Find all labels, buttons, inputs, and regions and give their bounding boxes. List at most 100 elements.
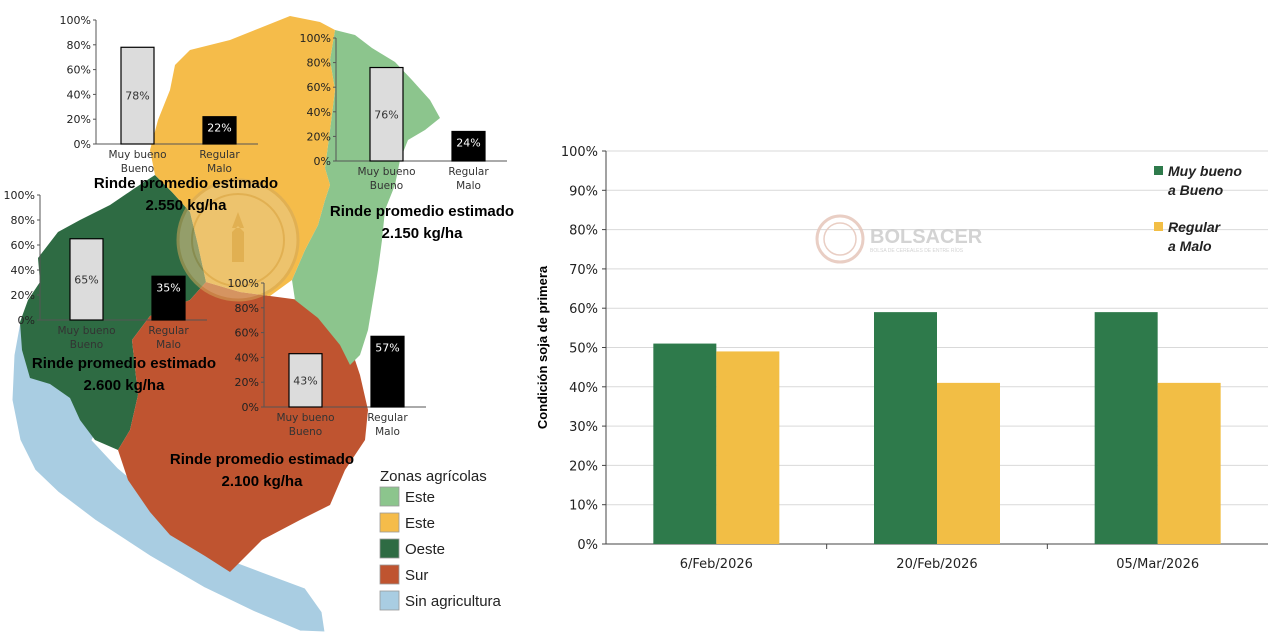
mini-category-label: Malo <box>156 339 181 351</box>
mini-tick-label: 100% <box>60 14 91 27</box>
mini-bar <box>288 353 323 408</box>
watermark-subtitle: BOLSA DE CEREALES DE ENTRE RÍOS <box>870 247 964 254</box>
legend-swatch <box>1154 166 1163 175</box>
mini-category-label: Regular <box>148 325 189 337</box>
y-tick-label: 50% <box>569 342 598 357</box>
mini-bar <box>451 130 486 162</box>
mini-tick-label: 20% <box>11 289 35 302</box>
mini-category-label: Malo <box>207 163 232 175</box>
mini-tick-label: 80% <box>11 214 35 227</box>
mini-tick-label: 80% <box>67 39 91 52</box>
bar <box>874 312 937 544</box>
mini-category-label: Bueno <box>370 180 403 192</box>
map-legend-swatch <box>379 486 400 507</box>
bar <box>1157 382 1221 544</box>
mini-category-label: Muy bueno <box>357 166 415 178</box>
mini-tick-label: 20% <box>307 130 331 143</box>
mini-tick-label: 20% <box>67 113 91 126</box>
map-legend-label: Este <box>405 489 435 506</box>
rinde-label: Rinde promedio estimado <box>94 175 278 192</box>
rinde-label: Rinde promedio estimado <box>32 355 216 372</box>
map-legend-swatch <box>379 590 400 611</box>
map-legend: Zonas agrícolas Este Este Oeste Sur Sin agri… <box>379 468 502 611</box>
y-tick-label: 40% <box>569 381 598 396</box>
legend-label: a Malo <box>1168 238 1212 254</box>
legend-swatch <box>1154 222 1163 231</box>
mini-bar-value: 43% <box>293 374 317 387</box>
chart-legend: Muy bueno a Bueno Regular a Malo <box>1154 163 1242 254</box>
condition-chart: Condición soja de primera 0% 10% 20% 30% 40% 5… <box>535 145 1268 572</box>
mini-bar-value: 24% <box>456 136 480 149</box>
y-tick-label: 70% <box>569 263 598 278</box>
mini-category-label: Bueno <box>70 339 103 351</box>
map-legend-label: Este <box>405 515 435 532</box>
mini-tick-label: 80% <box>307 57 331 70</box>
mini-tick-label: 60% <box>11 239 35 252</box>
mini-chart: 0% 20% 40% 60% 80% 100% 78% Muy bueno Bueno 22% Re… <box>60 14 258 175</box>
rinde-labels: Rinde promedio estimado 2.550 kg/ha Rinde … <box>32 175 514 490</box>
map-legend-item: Sin agricultura <box>379 590 502 611</box>
mini-tick-label: 60% <box>67 64 91 77</box>
map-legend-title: Zonas agrícolas <box>380 468 487 485</box>
mini-tick-label: 80% <box>235 302 259 315</box>
map-legend-swatch <box>379 564 400 585</box>
mini-chart: 0% 20% 40% 60% 80% 100% 76% Muy bueno Bueno 24% Re… <box>300 32 507 192</box>
rinde-value: 2.550 kg/ha <box>146 197 228 214</box>
x-tick-label: 6/Feb/2026 <box>680 557 753 572</box>
x-tick-label: 20/Feb/2026 <box>896 557 977 572</box>
mini-charts: 0% 20% 40% 60% 80% 100% 78% Muy bueno Bueno 22% Re… <box>4 14 507 438</box>
entre-rios-map <box>11 16 440 633</box>
mini-bar <box>151 275 186 321</box>
mini-bar-value: 76% <box>374 108 398 121</box>
mini-category-label: Regular <box>448 166 489 178</box>
map-legend-item: Sur <box>379 564 428 585</box>
map-legend-item: Oeste <box>379 538 445 559</box>
mini-bar-value: 65% <box>74 273 98 286</box>
mini-tick-label: 100% <box>228 277 259 290</box>
mini-bar <box>370 335 405 408</box>
mini-category-label: Malo <box>456 180 481 192</box>
mini-chart: 0% 20% 40% 60% 80% 100% 43% Muy bueno Bueno 57% Re… <box>228 277 426 438</box>
y-tick-label: 0% <box>577 538 598 553</box>
map-legend-label: Oeste <box>405 541 445 558</box>
mini-bar-value: 57% <box>375 341 399 354</box>
mini-tick-label: 60% <box>307 81 331 94</box>
mini-tick-label: 40% <box>67 88 91 101</box>
zone-oeste <box>20 175 206 450</box>
rinde-value: 2.100 kg/ha <box>222 473 304 490</box>
mini-category-label: Muy bueno <box>276 412 334 424</box>
legend-label: Muy bueno <box>1168 163 1242 179</box>
mini-category-label: Bueno <box>121 163 154 175</box>
mini-bar <box>369 66 404 162</box>
y-axis-title: Condición soja de primera <box>535 265 550 429</box>
mini-category-label: Malo <box>375 426 400 438</box>
bar <box>937 382 1000 544</box>
bar <box>653 343 717 544</box>
mini-tick-label: 40% <box>11 264 35 277</box>
rinde-value: 2.600 kg/ha <box>84 377 166 394</box>
mini-bar-value: 35% <box>156 281 180 294</box>
mini-category-label: Muy bueno <box>108 149 166 161</box>
mini-category-label: Regular <box>367 412 408 424</box>
mini-tick-label: 40% <box>307 106 331 119</box>
mini-tick-label: 0% <box>242 401 259 414</box>
legend-label: Regular <box>1168 219 1222 235</box>
mini-tick-label: 20% <box>235 376 259 389</box>
mini-category-label: Regular <box>199 149 240 161</box>
mini-bar-value: 22% <box>207 122 231 135</box>
y-tick-label: 100% <box>561 145 598 160</box>
bar <box>1094 312 1158 544</box>
map-legend-swatch <box>379 538 400 559</box>
mini-bar <box>69 238 104 321</box>
mini-tick-label: 40% <box>235 351 259 364</box>
mini-tick-label: 0% <box>18 314 35 327</box>
mini-bar-value: 78% <box>125 90 149 103</box>
rinde-label: Rinde promedio estimado <box>170 451 354 468</box>
mini-tick-label: 0% <box>314 155 331 168</box>
bar <box>716 351 780 544</box>
mini-bar <box>202 116 237 145</box>
y-tick-label: 20% <box>569 459 598 474</box>
mini-bar <box>120 46 155 145</box>
